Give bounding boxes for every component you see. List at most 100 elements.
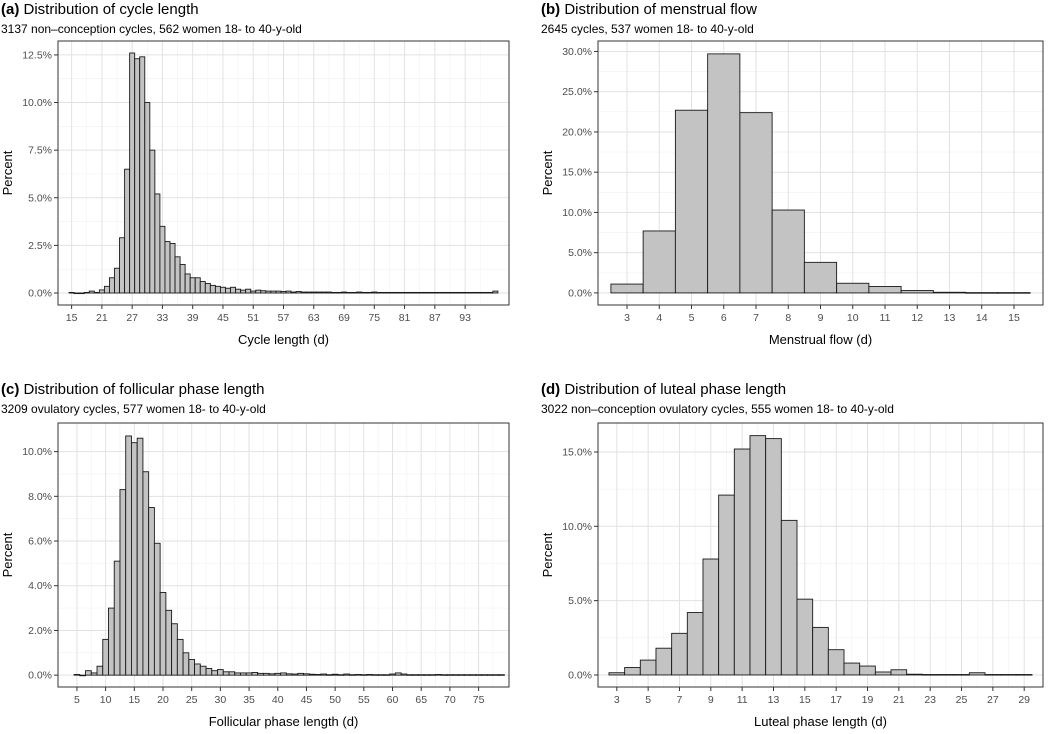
chart-title-text: Distribution of follicular phase length: [19, 381, 264, 398]
x-tick-label: 19: [862, 694, 874, 706]
x-axis-label: Luteal phase length (d): [754, 714, 887, 729]
histogram-bar: [486, 674, 494, 676]
histogram-bar: [204, 283, 211, 294]
y-tick-label: 0.0%: [28, 670, 52, 682]
histogram-bar: [331, 673, 339, 676]
histogram-bar: [394, 672, 402, 676]
histogram-bar: [153, 542, 161, 676]
histogram-bar: [194, 663, 201, 676]
histogram-bar: [780, 519, 798, 676]
x-tick-label: 5: [689, 312, 695, 324]
histogram-bar: [377, 674, 385, 676]
histogram-bar: [900, 290, 934, 294]
histogram-bar: [707, 53, 741, 294]
chart-panel-a: (a) Distribution of cycle length 3137 non…: [0, 1, 510, 347]
histogram-bar: [169, 243, 176, 294]
y-tick-label: 30.0%: [562, 46, 592, 58]
histogram-bar: [874, 671, 892, 676]
y-tick-label: 25.0%: [562, 86, 592, 98]
histogram-bar: [482, 291, 489, 294]
histogram-bar: [79, 674, 86, 677]
histogram-bar: [270, 290, 277, 294]
histogram-bar: [257, 672, 264, 676]
x-tick-label: 7: [677, 694, 683, 706]
x-tick-label: 13: [944, 312, 956, 324]
y-tick-label: 0.0%: [568, 287, 592, 299]
histogram-bar: [234, 672, 241, 676]
histogram-bar: [457, 291, 464, 294]
histogram-bar: [262, 672, 270, 676]
histogram-bar: [230, 286, 237, 294]
x-tick-label: 11: [880, 312, 891, 324]
histogram-bar: [401, 291, 408, 294]
histogram-bar: [285, 673, 293, 676]
x-tick-label: 10: [100, 694, 112, 706]
y-tick-label: 8.0%: [28, 491, 52, 503]
histogram-bar: [843, 662, 861, 676]
histogram-bar: [458, 674, 465, 676]
y-tick-label: 0.0%: [568, 669, 592, 681]
x-tick-label: 81: [399, 312, 411, 324]
histogram-bar: [376, 291, 383, 294]
chart-title-text: Distribution of luteal phase length: [560, 381, 786, 398]
x-tick-label: 8: [785, 312, 791, 324]
chart-subtitle: 3022 non–conception ovulatory cycles, 55…: [541, 402, 894, 416]
x-tick-label: 57: [278, 312, 290, 324]
histogram-bar: [291, 673, 299, 676]
histogram-bar: [303, 673, 310, 676]
y-tick-label: 5.0%: [568, 247, 592, 259]
histogram-bar: [251, 672, 259, 676]
histogram-bar: [114, 267, 120, 294]
histogram-bar: [477, 291, 484, 294]
y-tick-label: 5.0%: [568, 595, 592, 607]
histogram-bar: [290, 291, 297, 294]
x-tick-label: 45: [217, 312, 229, 324]
histogram-bar: [164, 241, 171, 294]
histogram-bar: [205, 667, 213, 676]
histogram-bar: [129, 52, 136, 294]
histogram-bar: [325, 291, 332, 294]
x-tick-label: 45: [301, 694, 313, 706]
x-tick-label: 21: [893, 694, 905, 706]
histogram-bar: [469, 674, 477, 676]
histogram-bar: [174, 256, 181, 294]
x-tick-label: 51: [247, 312, 259, 324]
histogram-bar: [159, 225, 166, 294]
histogram-bar: [268, 673, 276, 676]
chart-subtitle: 3209 ovulatory cycles, 577 women 18- to …: [1, 402, 266, 416]
histogram-bar: [351, 291, 358, 294]
histogram-bar: [435, 674, 442, 676]
histogram-bar: [686, 612, 704, 676]
chart-title-tag: (a): [1, 1, 19, 18]
histogram-bar: [771, 209, 805, 294]
histogram-bar: [411, 291, 418, 294]
chart-title: (b) Distribution of menstrual flow: [541, 1, 757, 18]
histogram-bar: [184, 273, 191, 294]
histogram-bar: [859, 665, 876, 676]
x-tick-label: 9: [818, 312, 824, 324]
y-tick-label: 5.0%: [28, 192, 52, 204]
histogram-bar: [245, 288, 252, 294]
histogram-bar: [749, 435, 767, 676]
histogram-bar: [194, 277, 201, 294]
histogram-bar: [209, 284, 216, 294]
histogram-bar: [356, 291, 363, 294]
histogram-bar: [968, 672, 986, 676]
histogram-bar: [336, 291, 342, 294]
histogram-bar: [108, 607, 115, 676]
histogram-bar: [139, 56, 146, 294]
histogram-bar: [144, 102, 151, 294]
x-axis-label: Cycle length (d): [238, 332, 329, 347]
histogram-bar: [148, 507, 155, 676]
y-tick-label: 7.5%: [28, 145, 52, 157]
histogram-bar: [341, 291, 348, 294]
histogram-bar: [315, 291, 322, 294]
histogram-bar: [937, 674, 955, 676]
histogram-bar: [109, 277, 115, 294]
histogram-bar: [308, 673, 316, 676]
histogram-bar: [423, 674, 431, 676]
histogram-bar: [189, 277, 196, 294]
x-tick-label: 27: [987, 694, 999, 706]
histogram-bar: [310, 291, 317, 294]
histogram-bar: [119, 489, 127, 676]
